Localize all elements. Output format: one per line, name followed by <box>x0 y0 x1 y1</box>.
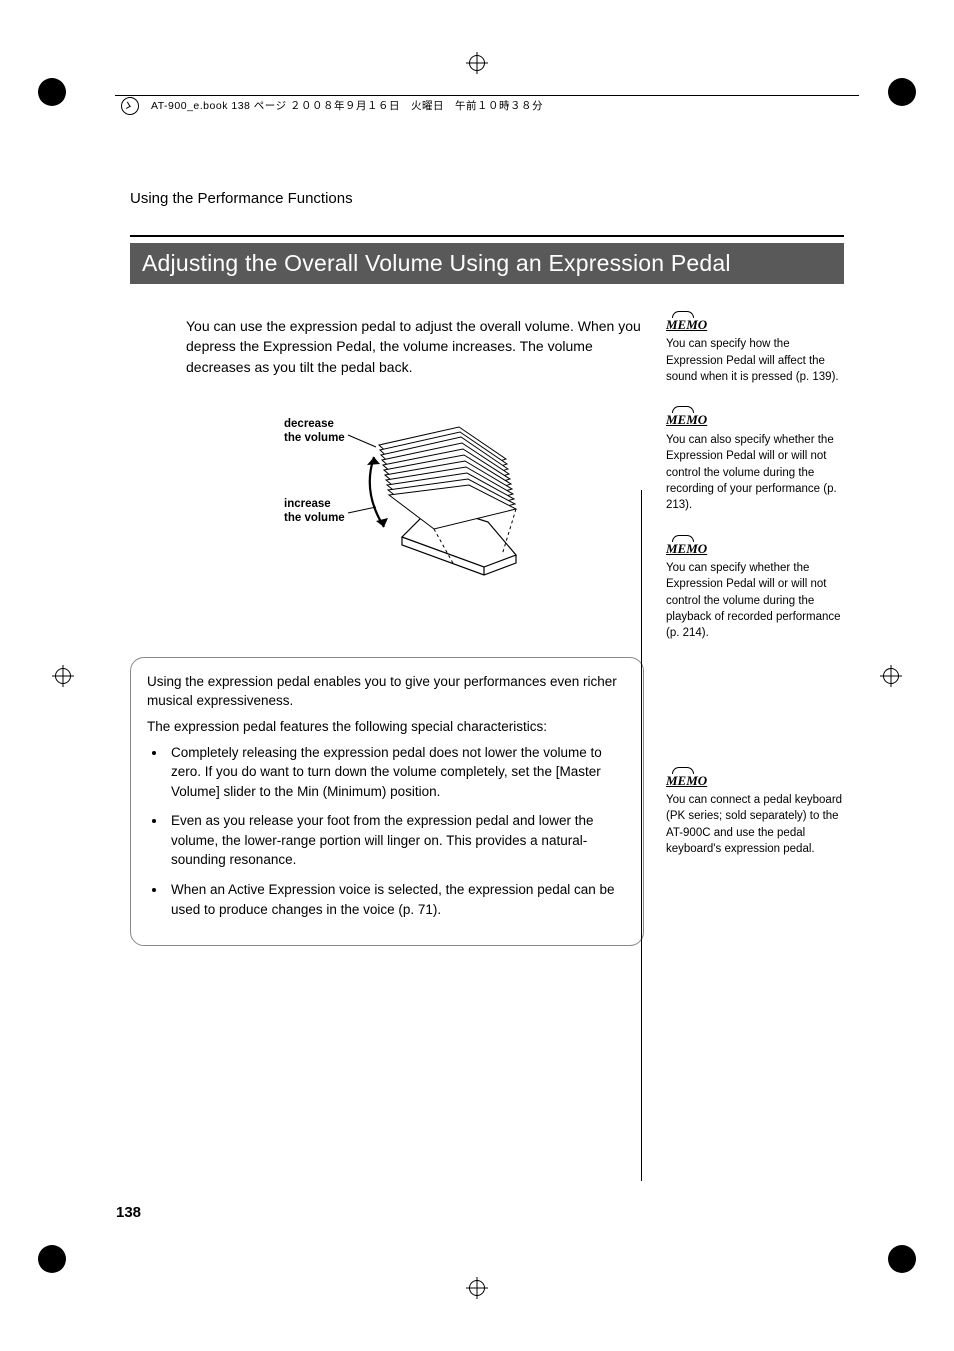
page-content: Using the Performance Functions Adjustin… <box>130 190 844 1201</box>
intro-text: You can use the expression pedal to adju… <box>186 316 644 377</box>
memo-text: You can connect a pedal keyboard (PK ser… <box>666 792 844 857</box>
clock-icon <box>121 97 139 115</box>
infobox-bullet: When an Active Expression voice is selec… <box>167 880 627 919</box>
memo-icon: MEMO <box>666 540 707 558</box>
main-column: You can use the expression pedal to adju… <box>130 316 644 946</box>
infobox-p1: Using the expression pedal enables you t… <box>147 672 627 711</box>
label-decrease-2: the volume <box>284 432 345 444</box>
memo-icon: MEMO <box>666 772 707 790</box>
infobox-bullet: Even as you release your foot from the e… <box>167 811 627 870</box>
memo-text: You can specify whether the Expression P… <box>666 560 844 642</box>
infobox-bullet: Completely releasing the expression peda… <box>167 743 627 802</box>
crosshair-left <box>52 665 74 687</box>
pedal-diagram: decrease the volume increase the volume <box>284 417 644 587</box>
print-mark-bl <box>38 1245 66 1273</box>
print-mark-tr <box>888 78 916 106</box>
label-increase-2: the volume <box>284 512 345 524</box>
crosshair-bottom <box>466 1277 488 1299</box>
infobox-list: Completely releasing the expression peda… <box>147 743 627 920</box>
memo-icon: MEMO <box>666 316 707 334</box>
memo-1: MEMO You can specify how the Expression … <box>666 316 844 385</box>
memo-3: MEMO You can specify whether the Express… <box>666 540 844 642</box>
info-box: Using the expression pedal enables you t… <box>130 657 644 946</box>
memo-icon: MEMO <box>666 411 707 429</box>
crosshair-top <box>466 52 488 74</box>
page-number: 138 <box>116 1204 141 1221</box>
memo-text: You can specify how the Expression Pedal… <box>666 336 844 385</box>
memo-4: MEMO You can connect a pedal keyboard (P… <box>666 772 844 858</box>
column-divider <box>641 490 642 1181</box>
section-title: Adjusting the Overall Volume Using an Ex… <box>130 243 844 284</box>
memo-2: MEMO You can also specify whether the Ex… <box>666 411 844 513</box>
label-increase-1: increase <box>284 498 331 510</box>
memo-text: You can also specify whether the Express… <box>666 432 844 514</box>
crosshair-right <box>880 665 902 687</box>
print-mark-br <box>888 1245 916 1273</box>
side-column: MEMO You can specify how the Expression … <box>666 316 844 946</box>
infobox-p2: The expression pedal features the follow… <box>147 717 627 737</box>
divider <box>130 235 844 237</box>
print-mark-tl <box>38 78 66 106</box>
header-file-info: AT-900_e.book 138 ページ ２００８年９月１６日 火曜日 午前１… <box>151 98 543 113</box>
pedal-stack <box>379 427 516 529</box>
page-header: AT-900_e.book 138 ページ ２００８年９月１６日 火曜日 午前１… <box>115 95 859 115</box>
label-decrease-1: decrease <box>284 418 334 430</box>
chapter-label: Using the Performance Functions <box>130 190 844 207</box>
